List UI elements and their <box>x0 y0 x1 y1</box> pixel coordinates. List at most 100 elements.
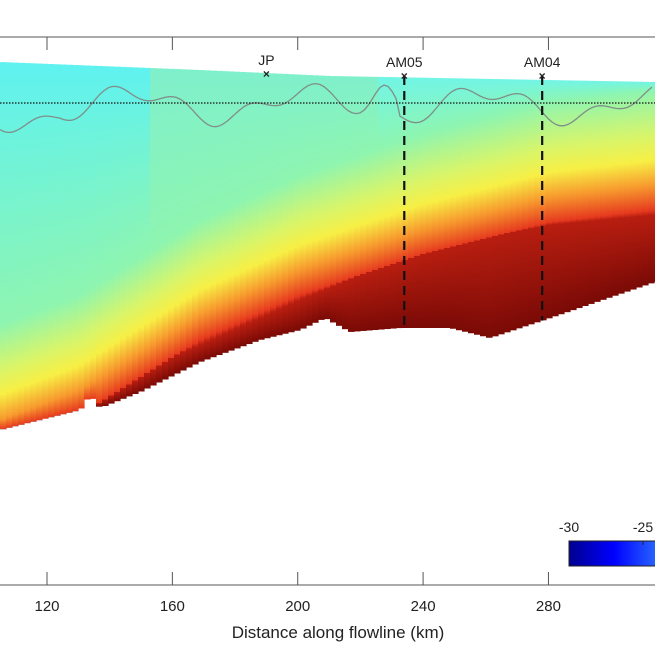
temperature-column <box>390 77 397 329</box>
temperature-column <box>108 66 115 404</box>
marker-x-icon: × <box>539 69 546 83</box>
temperature-column <box>372 76 379 330</box>
temperature-column <box>18 62 25 425</box>
temperature-column <box>342 76 349 330</box>
temperature-column <box>498 79 505 335</box>
temperature-column <box>630 81 637 290</box>
temperature-column <box>468 78 475 334</box>
x-axis-label: Distance along flowline (km) <box>232 623 445 642</box>
temperature-column <box>180 69 187 371</box>
temperature-column <box>162 68 169 380</box>
temperature-column <box>606 81 613 298</box>
temperature-column <box>552 80 559 317</box>
temperature-column <box>90 65 97 399</box>
temperature-column <box>270 73 277 337</box>
temperature-column <box>588 80 595 304</box>
temperature-column <box>210 70 217 358</box>
temperature-column <box>168 68 175 377</box>
temperature-column <box>252 72 259 342</box>
temperature-column <box>420 77 427 329</box>
temperature-column <box>24 63 31 424</box>
temperature-column <box>618 81 625 294</box>
temperature-column <box>78 65 85 409</box>
temperature-column <box>642 81 649 286</box>
temperature-column <box>0 62 7 430</box>
temperature-column <box>336 76 343 326</box>
temperature-column <box>174 69 181 374</box>
temperature-column <box>60 64 67 415</box>
temperature-column <box>540 79 547 321</box>
temperature-column <box>408 77 415 328</box>
temperature-column <box>462 78 469 332</box>
temperature-column <box>72 65 79 412</box>
temperature-column <box>192 69 199 365</box>
temperature-column <box>534 79 541 323</box>
temperature-column <box>384 77 391 330</box>
temperature-column <box>516 79 523 329</box>
temperature-column <box>132 67 139 395</box>
colorbar-tick-label: -30 <box>559 519 579 535</box>
temperature-column <box>234 71 241 349</box>
temperature-column <box>558 80 565 315</box>
temperature-column <box>150 68 157 386</box>
colorbar-tick-label: -25 <box>633 519 653 535</box>
temperature-column <box>612 81 619 296</box>
temperature-column <box>366 76 373 331</box>
temperature-column <box>276 73 283 336</box>
temperature-column <box>102 66 109 406</box>
temperature-column <box>48 64 55 418</box>
temperature-column <box>66 64 73 413</box>
temperature-column <box>504 79 511 333</box>
temperature-column <box>510 79 517 331</box>
colorbar <box>568 540 655 567</box>
temperature-column <box>246 72 253 345</box>
marker-label: AM04 <box>524 54 561 70</box>
temperature-column <box>432 77 439 328</box>
temperature-column <box>576 80 583 309</box>
temperature-column <box>444 78 451 328</box>
temperature-column <box>564 80 571 313</box>
temperature-column <box>288 74 295 333</box>
temperature-column <box>330 76 337 323</box>
temperature-column <box>306 75 313 326</box>
temperature-column <box>474 78 481 335</box>
temperature-column <box>144 67 151 389</box>
temperature-column <box>120 66 127 399</box>
marker-x-icon: × <box>263 67 270 81</box>
temperature-column <box>264 73 271 339</box>
temperature-column <box>546 80 553 319</box>
x-tick-label: 160 <box>160 598 185 615</box>
temperature-column <box>96 65 103 407</box>
temperature-column <box>6 62 13 428</box>
temperature-column <box>492 79 499 337</box>
temperature-column <box>456 78 463 331</box>
temperature-column <box>594 80 601 302</box>
temperature-column <box>396 77 403 329</box>
x-tick-label: 280 <box>536 598 561 615</box>
temperature-column <box>624 81 631 292</box>
x-tick-label: 120 <box>34 598 59 615</box>
temperature-column <box>318 75 325 320</box>
temperature-column <box>84 65 91 400</box>
temperature-column <box>282 73 289 334</box>
temperature-column <box>600 81 607 300</box>
temperature-column <box>480 78 487 337</box>
temperature-column <box>222 71 229 353</box>
temperature-column <box>312 75 319 323</box>
temperature-column <box>228 71 235 351</box>
temperature-column <box>36 63 43 421</box>
x-tick-label: 200 <box>285 598 310 615</box>
temperature-column <box>354 76 361 332</box>
temperature-column <box>198 70 205 362</box>
temperature-column <box>216 70 223 356</box>
temperature-column <box>426 77 433 328</box>
temperature-column <box>300 74 307 329</box>
temperature-column <box>258 72 265 340</box>
temperature-column <box>204 70 211 360</box>
temperature-column <box>12 62 19 427</box>
temperature-column <box>294 74 301 331</box>
temperature-column <box>156 68 163 383</box>
temperature-column <box>450 78 457 329</box>
marker-label: AM05 <box>386 54 423 70</box>
